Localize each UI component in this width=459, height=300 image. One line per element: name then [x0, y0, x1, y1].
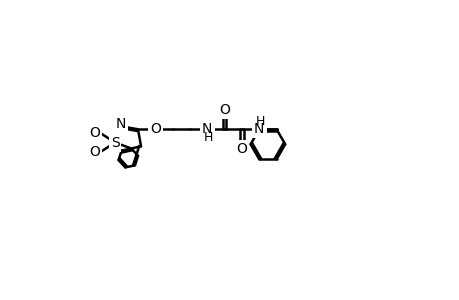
Text: N: N: [253, 122, 264, 136]
Text: O: O: [218, 103, 230, 117]
Text: N: N: [116, 117, 126, 131]
Text: H: H: [256, 115, 265, 128]
Text: O: O: [236, 142, 247, 156]
Text: H: H: [204, 131, 213, 144]
Text: O: O: [150, 122, 161, 136]
Text: N: N: [202, 122, 212, 136]
Text: O: O: [90, 126, 100, 140]
Text: O: O: [90, 145, 100, 159]
Text: S: S: [111, 136, 119, 149]
